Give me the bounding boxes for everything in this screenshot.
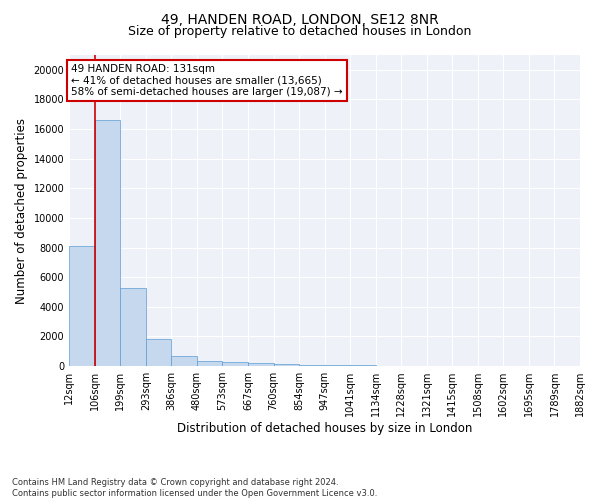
Text: Size of property relative to detached houses in London: Size of property relative to detached ho… <box>128 25 472 38</box>
Bar <box>248 363 274 366</box>
Bar <box>223 362 248 366</box>
Text: Contains HM Land Registry data © Crown copyright and database right 2024.
Contai: Contains HM Land Registry data © Crown c… <box>12 478 377 498</box>
Bar <box>172 356 197 366</box>
Text: 49 HANDEN ROAD: 131sqm
← 41% of detached houses are smaller (13,665)
58% of semi: 49 HANDEN ROAD: 131sqm ← 41% of detached… <box>71 64 343 97</box>
Bar <box>146 338 172 366</box>
Y-axis label: Number of detached properties: Number of detached properties <box>15 118 28 304</box>
Bar <box>274 364 299 366</box>
Bar <box>95 120 120 366</box>
Bar <box>197 360 223 366</box>
Bar <box>325 365 350 366</box>
Bar <box>299 364 325 366</box>
Bar <box>69 246 95 366</box>
Text: 49, HANDEN ROAD, LONDON, SE12 8NR: 49, HANDEN ROAD, LONDON, SE12 8NR <box>161 12 439 26</box>
X-axis label: Distribution of detached houses by size in London: Distribution of detached houses by size … <box>177 422 472 435</box>
Bar <box>120 288 146 366</box>
